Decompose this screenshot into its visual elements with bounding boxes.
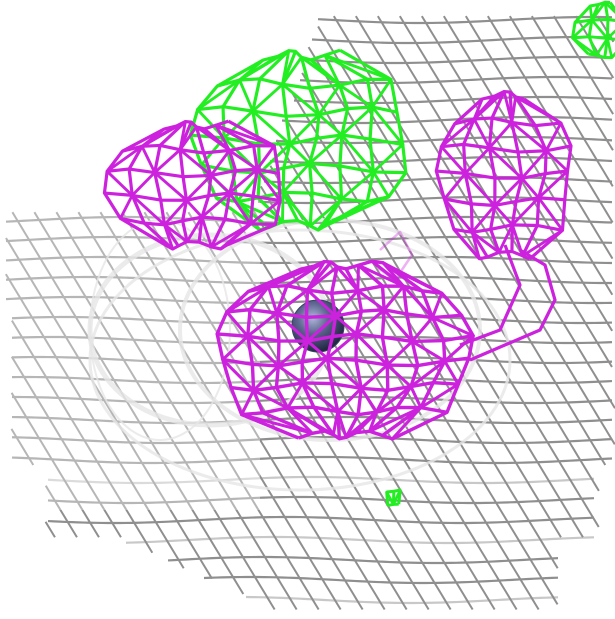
magenta-density-mesh	[102, 89, 573, 362]
magenta-density-mesh-front	[215, 259, 475, 441]
atom-sphere	[291, 299, 345, 353]
